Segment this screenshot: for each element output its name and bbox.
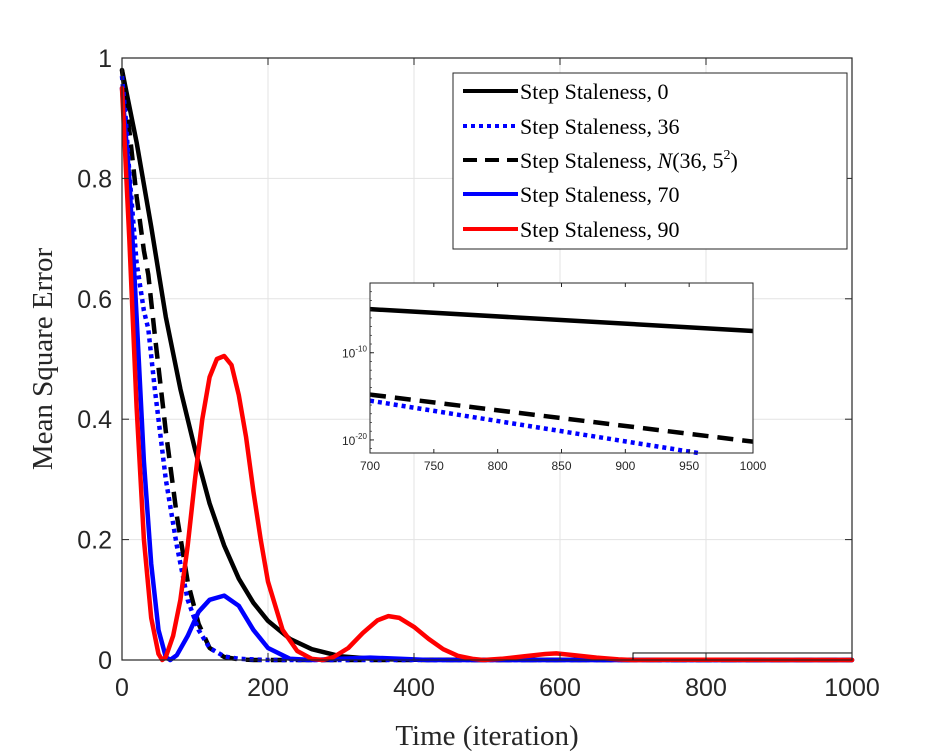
x-axis-label: Time (iteration)	[395, 720, 578, 752]
inset-x-tick-label: 750	[424, 459, 444, 473]
x-tick-label: 200	[247, 674, 289, 702]
y-tick-label: 0.6	[77, 286, 112, 314]
inset-y-tick-label: 10-10	[342, 345, 367, 361]
legend-label-3: Step Staleness, 70	[520, 182, 680, 207]
y-tick-label: 0.4	[77, 406, 112, 434]
x-tick-label: 600	[539, 674, 581, 702]
inset-x-tick-label: 700	[360, 459, 380, 473]
inset-ticks: 700 750 800 850 900 950 1000 10-10 10-20	[342, 282, 767, 473]
inset-series-line-2	[369, 392, 754, 444]
main-ticks: 0 200 400 600 800 1000 0 0.2 0.4 0.6 0.8 1	[77, 45, 880, 702]
main-axes-box	[121, 57, 853, 661]
legend-label-1: Step Staleness, 36	[520, 114, 680, 139]
inset-x-tick-label: 900	[615, 459, 635, 473]
y-axis-label: Mean Square Error	[27, 248, 59, 471]
inset-series-group	[369, 306, 754, 456]
inset-chart: 700 750 800 850 900 950 1000 10-10 10-20	[342, 282, 767, 473]
inset-x-tick-label: 800	[488, 459, 508, 473]
y-tick-label: 0.2	[77, 527, 112, 555]
inset-background	[370, 283, 753, 453]
legend-box	[452, 72, 848, 250]
y-tick-label: 0	[98, 647, 112, 675]
legend-label-0: Step Staleness, 0	[520, 79, 669, 104]
x-tick-label: 400	[393, 674, 435, 702]
legend-label-2-main: Step Staleness,	[520, 148, 658, 173]
legend-label-2-math-args: (36, 5	[672, 148, 723, 173]
inset-y-tick-label: 10-20	[342, 432, 367, 448]
x-tick-label: 1000	[824, 674, 880, 702]
legend-label-2-math-sup: 2	[724, 148, 731, 163]
legend-label-2: Step Staleness, N(36, 52)	[520, 148, 738, 173]
inset-x-tick-label: 850	[551, 459, 571, 473]
legend-label-2-math-close: )	[731, 148, 738, 173]
x-tick-label: 800	[685, 674, 727, 702]
y-tick-label: 1	[98, 45, 112, 73]
y-tick-label: 0.8	[77, 165, 112, 193]
legend-label-2-math-n: N	[657, 148, 674, 173]
inset-x-tick-label: 1000	[740, 459, 767, 473]
inset-x-tick-label: 950	[679, 459, 699, 473]
series-line-4	[119, 85, 855, 663]
legend: Step Staleness, 0 Step Staleness, 36 Ste…	[452, 72, 848, 250]
x-tick-label: 0	[115, 674, 129, 702]
legend-label-4: Step Staleness, 90	[520, 217, 680, 242]
series-line-3	[119, 85, 855, 663]
inset-series-line-0	[369, 306, 754, 334]
